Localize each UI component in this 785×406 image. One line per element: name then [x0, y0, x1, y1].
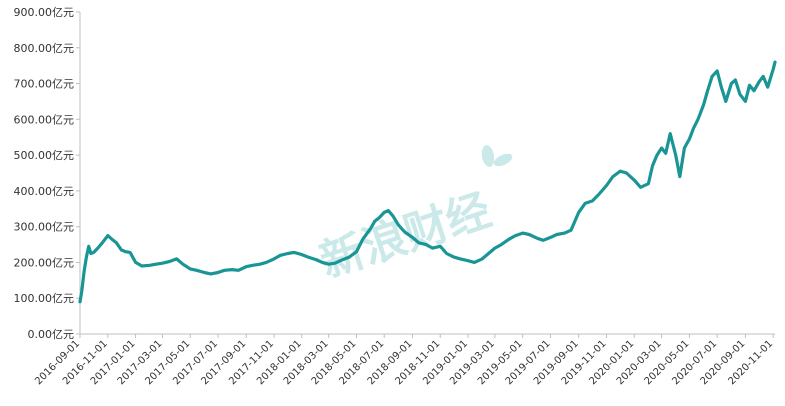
- leaf-icon: [481, 145, 513, 167]
- y-tick-label: 0.00亿元: [28, 328, 75, 341]
- y-axis: 0.00亿元 100.00亿元 200.00亿元 300.00亿元 400.00亿元 50…: [14, 6, 81, 341]
- y-tick-label: 700.00亿元: [14, 78, 75, 91]
- y-tick-label: 200.00亿元: [14, 256, 75, 269]
- x-axis: 2016-09-012016-11-012017-01-012017-03-01…: [33, 333, 775, 387]
- y-tick-label: 900.00亿元: [14, 6, 75, 19]
- y-tick-label: 300.00亿元: [14, 221, 75, 234]
- y-tick-label: 800.00亿元: [14, 42, 75, 55]
- watermark-text: 新浪财经: [314, 185, 497, 288]
- series: [78, 60, 777, 304]
- y-tick-label: 500.00亿元: [14, 149, 75, 162]
- y-tick-label: 100.00亿元: [14, 292, 75, 305]
- y-tick-label: 600.00亿元: [14, 113, 75, 126]
- series-line: [78, 60, 777, 304]
- y-tick-label: 400.00亿元: [14, 185, 75, 198]
- watermark: 新浪财经: [314, 145, 513, 288]
